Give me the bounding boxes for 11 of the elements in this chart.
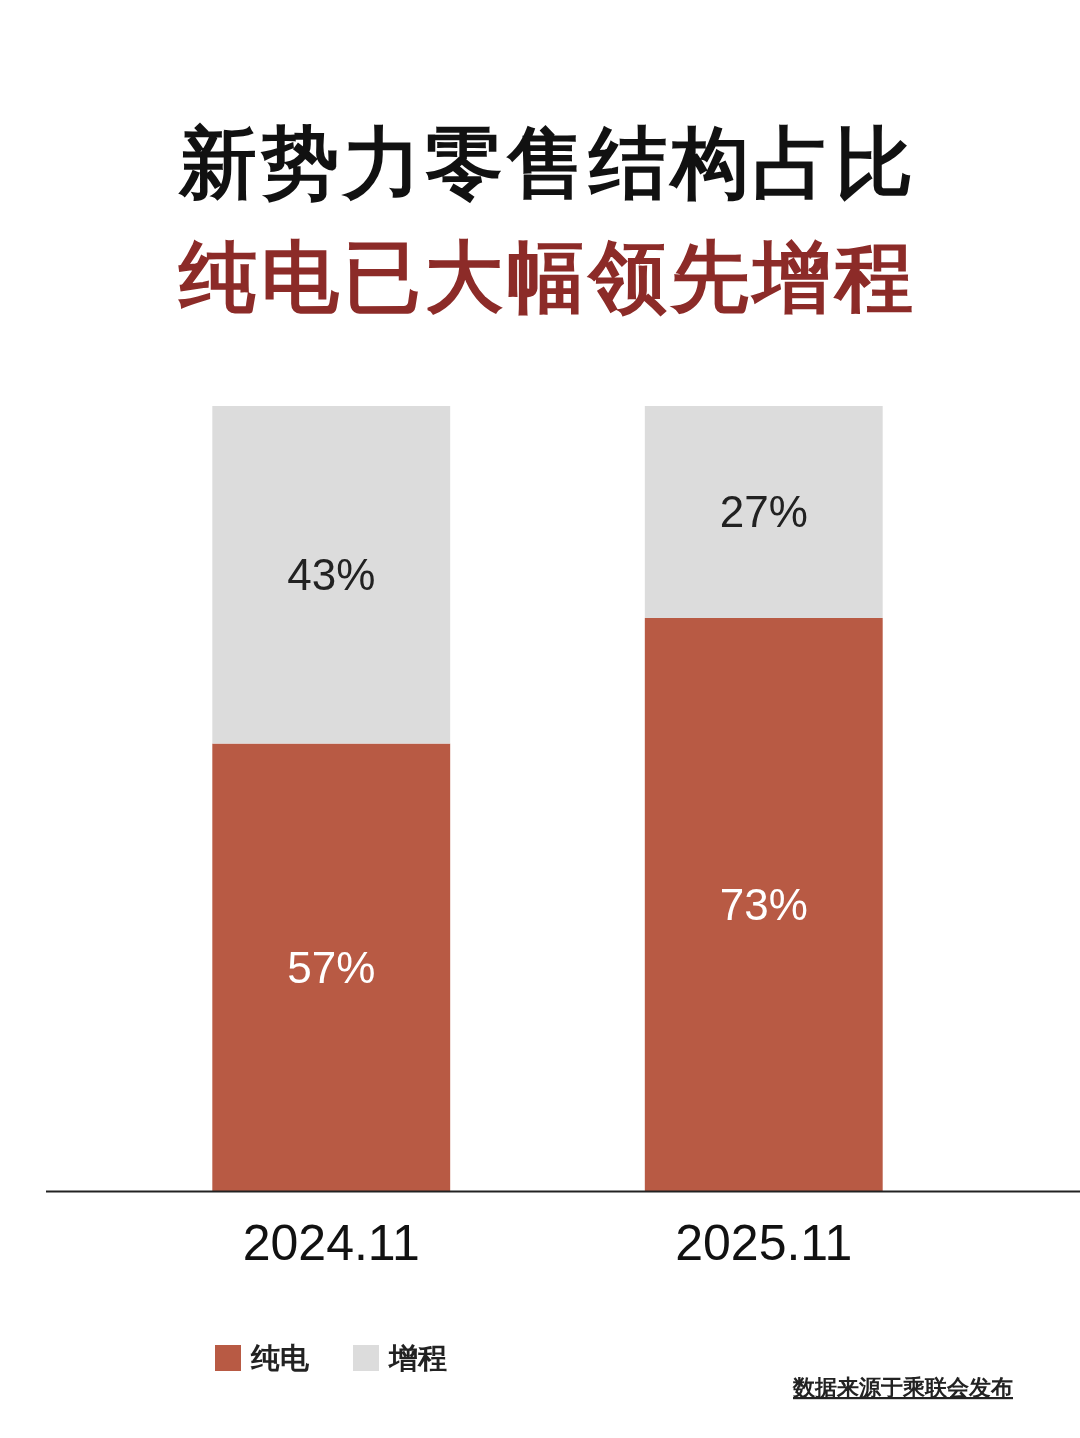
legend-label: 增程 — [387, 1342, 447, 1374]
x-tick-label: 2025.11 — [675, 1215, 853, 1271]
data-label: 43% — [287, 550, 376, 600]
chart-subtitle: 纯电已大幅领先增程 — [177, 233, 917, 321]
x-tick-label: 2024.11 — [242, 1215, 420, 1271]
text: 数据来源于乘联会发布 — [792, 1375, 1013, 1400]
data-label: 73% — [719, 879, 808, 929]
data-label: 57% — [287, 942, 376, 992]
data-label: 27% — [719, 487, 808, 537]
legend-label: 纯电 — [250, 1342, 310, 1374]
chart-title: 新势力零售结构占比 — [178, 119, 917, 207]
